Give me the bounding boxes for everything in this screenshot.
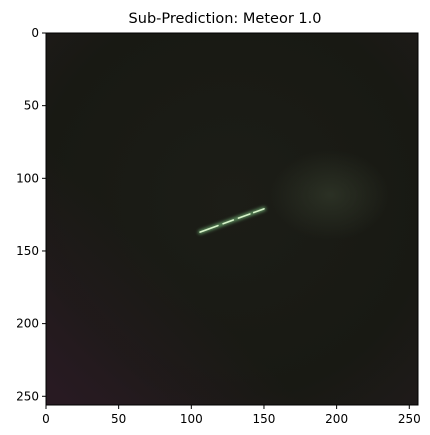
meteor-streak-segment — [222, 219, 235, 225]
y-tick-label: 250 — [16, 389, 39, 403]
meteor-streak-segment — [199, 224, 219, 233]
meteor-streak — [198, 206, 266, 235]
x-tick-label: 100 — [180, 412, 203, 426]
y-tick-label: 200 — [16, 317, 39, 331]
meteor-streak-segment — [252, 208, 265, 214]
image-frame — [45, 32, 419, 406]
x-tick-label: 0 — [42, 412, 50, 426]
image-area — [45, 32, 419, 406]
x-tick-label: 250 — [398, 412, 421, 426]
y-tick-label: 50 — [24, 99, 39, 113]
meteor-streak-segment — [237, 213, 251, 219]
chart-title: Sub-Prediction: Meteor 1.0 — [129, 11, 322, 27]
x-tick-label: 200 — [325, 412, 348, 426]
y-axis: 0 50 100 150 200 250 — [16, 26, 46, 403]
x-tick-label: 50 — [111, 412, 126, 426]
y-tick-label: 100 — [16, 171, 39, 185]
x-tick-label: 150 — [253, 412, 276, 426]
x-axis: 0 50 100 150 200 250 — [42, 405, 421, 426]
y-tick-label: 150 — [16, 244, 39, 258]
y-tick-label: 0 — [31, 26, 39, 40]
